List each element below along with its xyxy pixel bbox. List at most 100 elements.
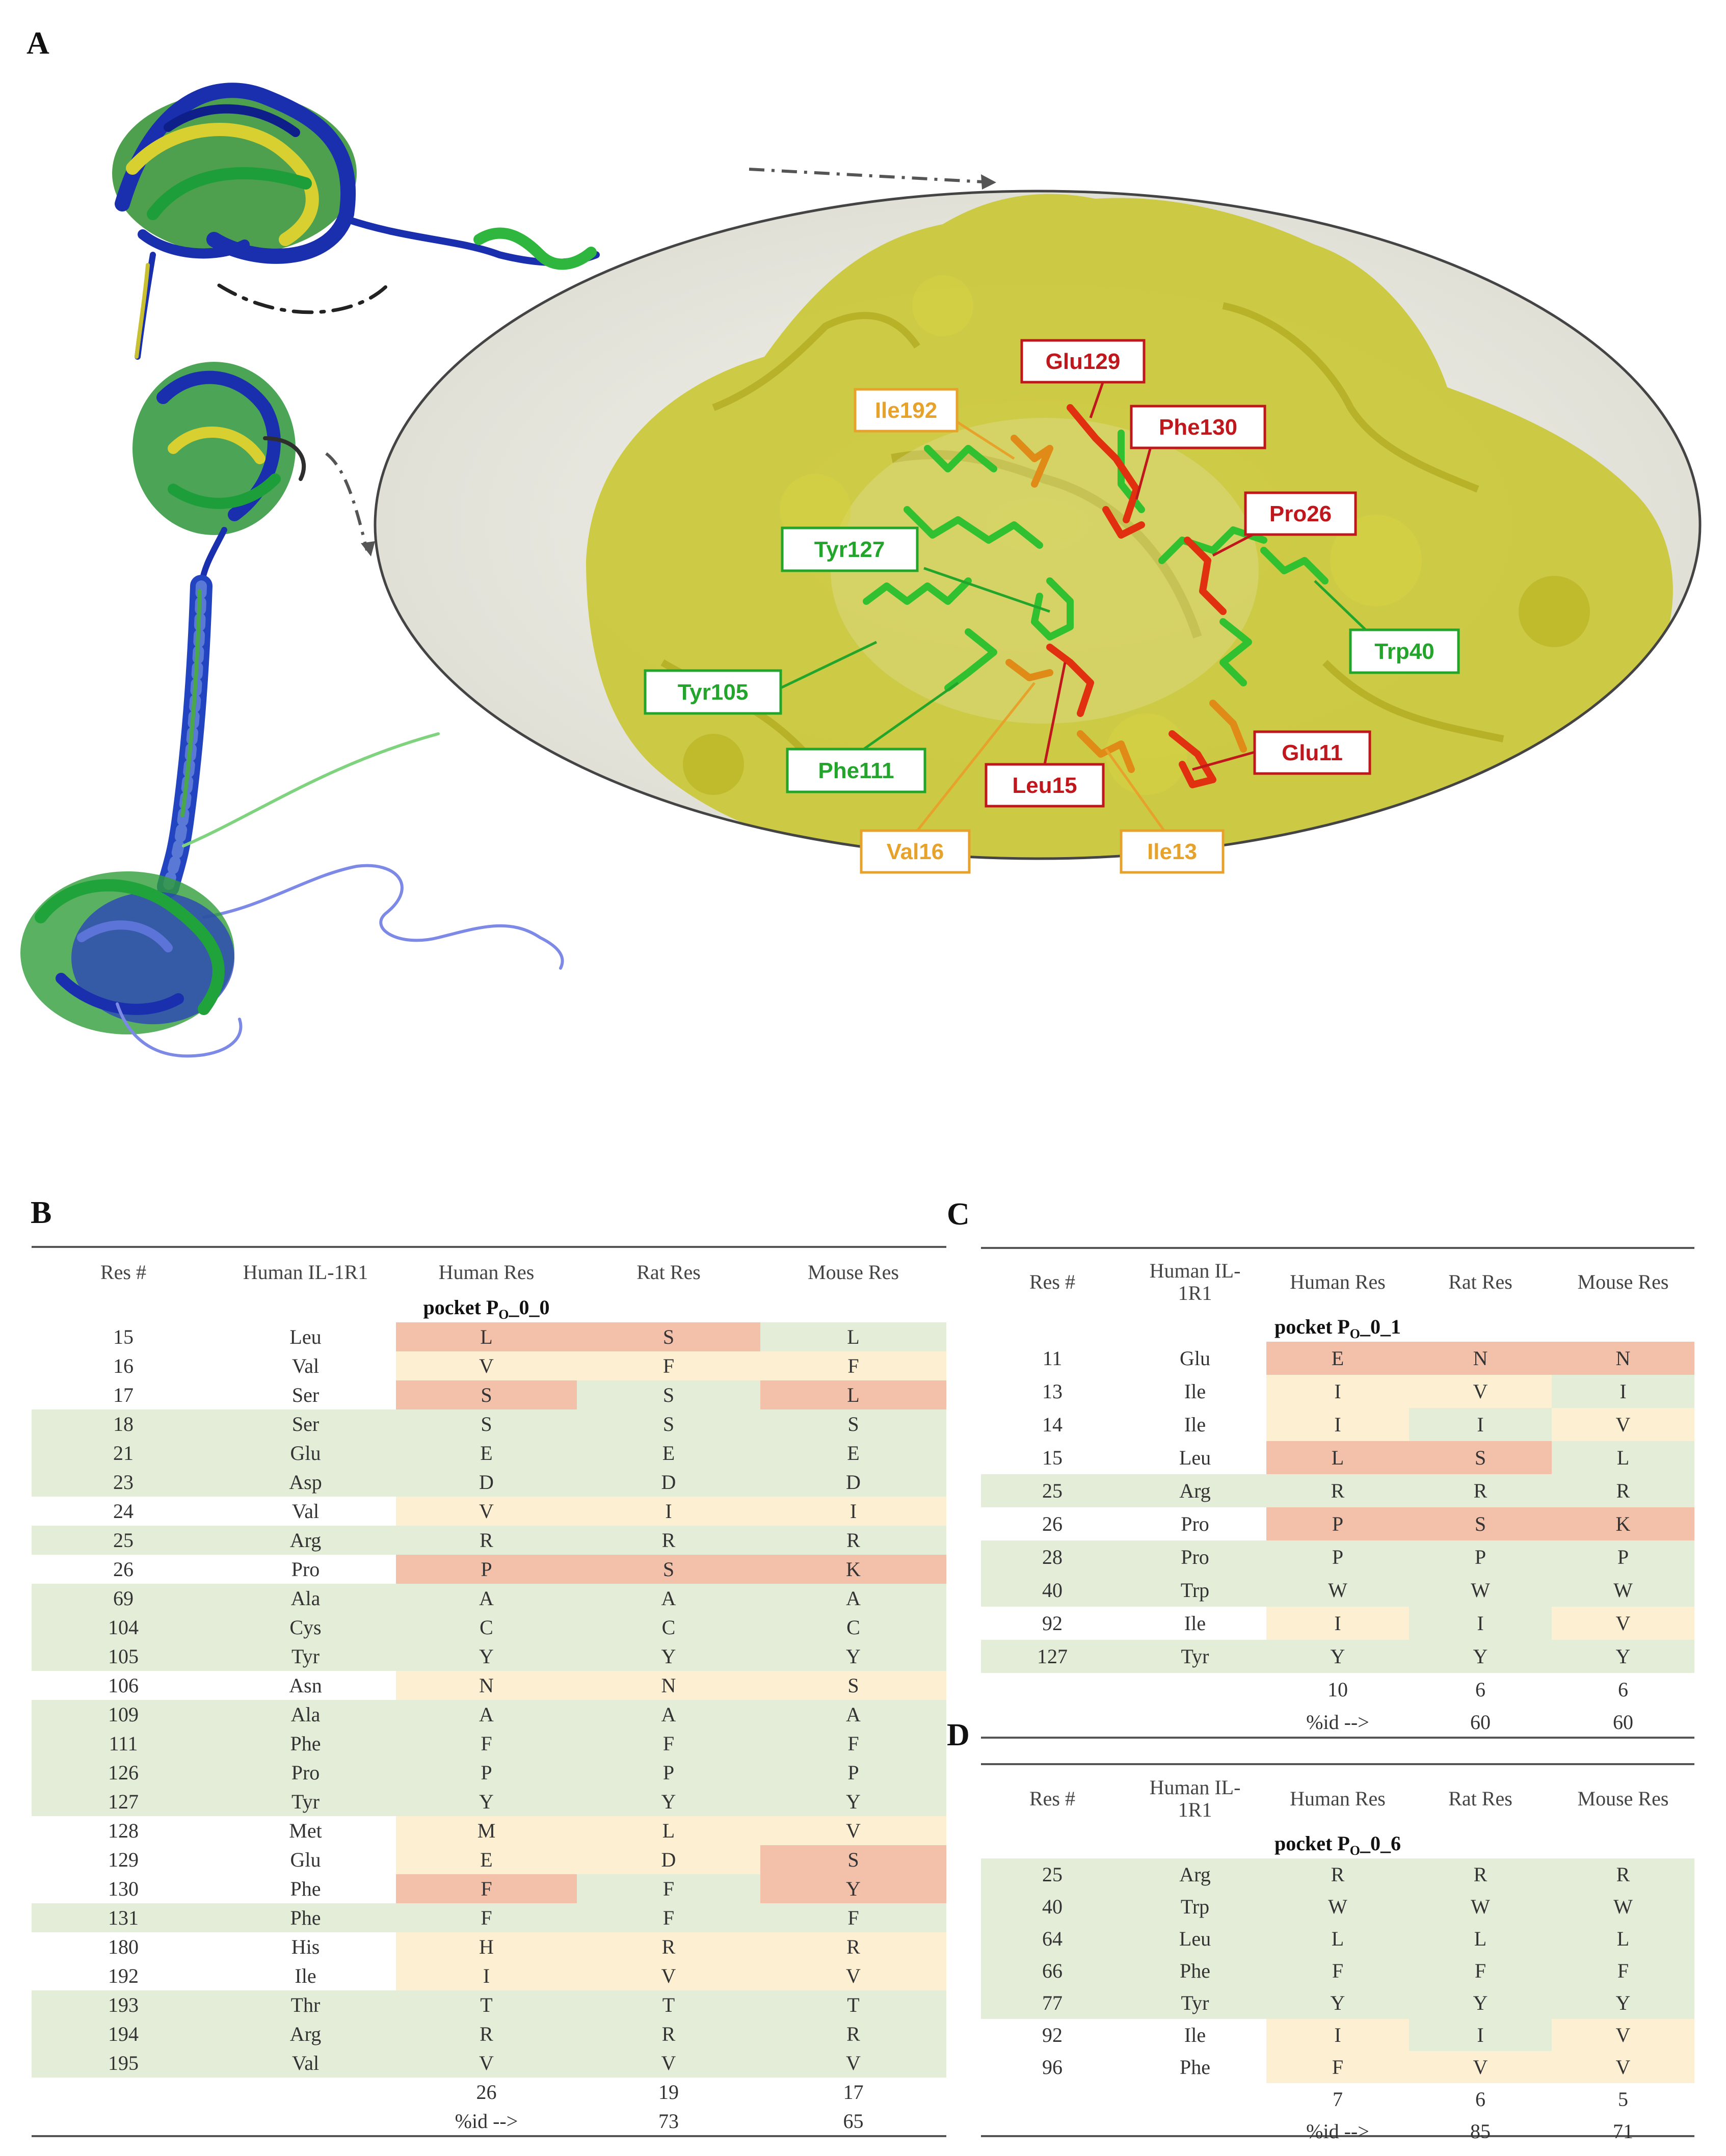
table-row: 64 Leu L L L	[981, 1923, 1694, 1955]
table-row: 25 Arg R R R	[981, 1474, 1694, 1507]
table-cell: R	[1266, 1474, 1409, 1507]
table-cell: Tyr	[1124, 1640, 1266, 1673]
svg-text:Val16: Val16	[887, 839, 944, 864]
table-cell: Y	[396, 1642, 577, 1671]
table-cell: L	[760, 1380, 946, 1409]
table-cell: I	[1266, 1408, 1409, 1441]
table-cell: Pro	[215, 1555, 396, 1584]
table-cell: D	[760, 1468, 946, 1497]
table-cell: 18	[32, 1409, 215, 1439]
table-cell: P	[577, 1758, 760, 1787]
table-row: 130 Phe F F Y	[32, 1874, 946, 1903]
table-cell: W	[1552, 1891, 1694, 1923]
table-cell: E	[760, 1439, 946, 1468]
table-cell: Y	[577, 1787, 760, 1816]
table-cell: Ile	[1124, 1375, 1266, 1408]
panel-label-a: A	[26, 26, 49, 61]
table-cell: Y	[1552, 1987, 1694, 2019]
table-cell: Trp	[1124, 1574, 1266, 1607]
table-cell: W	[1266, 1574, 1409, 1607]
table-cell: R	[1409, 1474, 1552, 1507]
table-cell: S	[577, 1409, 760, 1439]
table-cell: P	[1409, 1540, 1552, 1574]
table-row: 192 Ile I V V	[32, 1961, 946, 1990]
table-cell: V	[577, 2048, 760, 2078]
table-cell: R	[396, 2019, 577, 2048]
total-count: 17	[843, 2081, 864, 2104]
table-cell: N	[1552, 1342, 1694, 1375]
table-c-top-rule	[981, 1247, 1694, 1249]
residue-labels: Glu129 Phe130 Ile192 Pro26 Tyr127 Trp40 …	[644, 339, 1460, 874]
table-cell: Cys	[215, 1613, 396, 1642]
svg-text:Ile13: Ile13	[1147, 839, 1197, 864]
table-row: 104 Cys C C C	[32, 1613, 946, 1642]
table-cell: Glu	[1124, 1342, 1266, 1375]
percent-identity-value: 73	[658, 2110, 679, 2133]
table-cell: Pro	[215, 1758, 396, 1787]
linker-helix-green	[473, 227, 597, 270]
table-cell: Asn	[215, 1671, 396, 1700]
top-domain	[112, 83, 389, 314]
table-cell: Tyr	[215, 1787, 396, 1816]
table-cell: T	[396, 1990, 577, 2019]
table-cell: R	[1409, 1858, 1552, 1891]
table-cell: 40	[981, 1574, 1124, 1607]
label-glu11: Glu11	[1253, 730, 1371, 775]
table-cell: R	[1552, 1474, 1694, 1507]
table-cell: S	[396, 1380, 577, 1409]
table-cell: I	[577, 1497, 760, 1526]
table-cell: C	[760, 1613, 946, 1642]
table-cell: D	[577, 1845, 760, 1874]
pocket-row: pocket PO_0_0	[32, 1295, 946, 1322]
bottom-domain	[20, 871, 243, 1058]
table-cell: F	[760, 1903, 946, 1932]
table-cell: 105	[32, 1642, 215, 1671]
table-cell: Ser	[215, 1409, 396, 1439]
total-count: 7	[1333, 2088, 1343, 2111]
percent-identity-label: %id -->	[455, 2110, 518, 2133]
table-b: Res # Human IL-1R1 Human Res Rat Res Mouse R…	[32, 1249, 946, 2136]
table-cell: Phe	[215, 1903, 396, 1932]
table-cell: F	[577, 1351, 760, 1380]
total-count: 6	[1475, 1678, 1485, 1701]
table-d: Res # Human IL-1R1 Human Res Rat Res Mouse R…	[981, 1766, 1694, 2147]
table-cell: 106	[32, 1671, 215, 1700]
table-cell: V	[396, 2048, 577, 2078]
table-cell: V	[760, 1961, 946, 1990]
table-row: 109 Ala A A A	[32, 1700, 946, 1729]
table-cell: L	[1552, 1923, 1694, 1955]
table-row: 92 Ile I I V	[981, 2019, 1694, 2051]
label-tyr127: Tyr127	[781, 526, 919, 572]
table-cell: M	[396, 1816, 577, 1845]
svg-text:Pro26: Pro26	[1269, 501, 1332, 526]
table-cell: 25	[981, 1858, 1124, 1891]
pocket-row: pocket PO_0_1	[981, 1315, 1694, 1342]
table-cell: Ile	[1124, 2019, 1266, 2051]
table-cell: Y	[577, 1642, 760, 1671]
table-cell: 96	[981, 2051, 1124, 2083]
column-header: Res #	[1029, 1787, 1075, 1810]
table-cell: 25	[32, 1526, 215, 1555]
table-cell: S	[760, 1845, 946, 1874]
table-cell: A	[760, 1700, 946, 1729]
total-count: 5	[1618, 2088, 1628, 2111]
table-cell: Phe	[1124, 2051, 1266, 2083]
table-cell: Tyr	[215, 1642, 396, 1671]
table-cell: Ser	[215, 1380, 396, 1409]
table-cell: Thr	[215, 1990, 396, 2019]
table-cell: 26	[981, 1507, 1124, 1540]
table-cell: F	[396, 1729, 577, 1758]
table-cell: Pro	[1124, 1507, 1266, 1540]
table-cell: 180	[32, 1932, 215, 1961]
table-row: 26 Pro P S K	[981, 1507, 1694, 1540]
table-cell: 64	[981, 1923, 1124, 1955]
table-cell: P	[1266, 1540, 1409, 1574]
pocket-label: pocket PO_0_0	[423, 1296, 550, 1322]
table-row: 16 Val V F F	[32, 1351, 946, 1380]
table-cell: A	[396, 1584, 577, 1613]
table-b-bottom-rule	[32, 2135, 946, 2137]
table-row: 28 Pro P P P	[981, 1540, 1694, 1574]
table-cell: Y	[1266, 1987, 1409, 2019]
middle-domain	[132, 362, 306, 535]
table-d-bottom-rule	[981, 2135, 1694, 2137]
